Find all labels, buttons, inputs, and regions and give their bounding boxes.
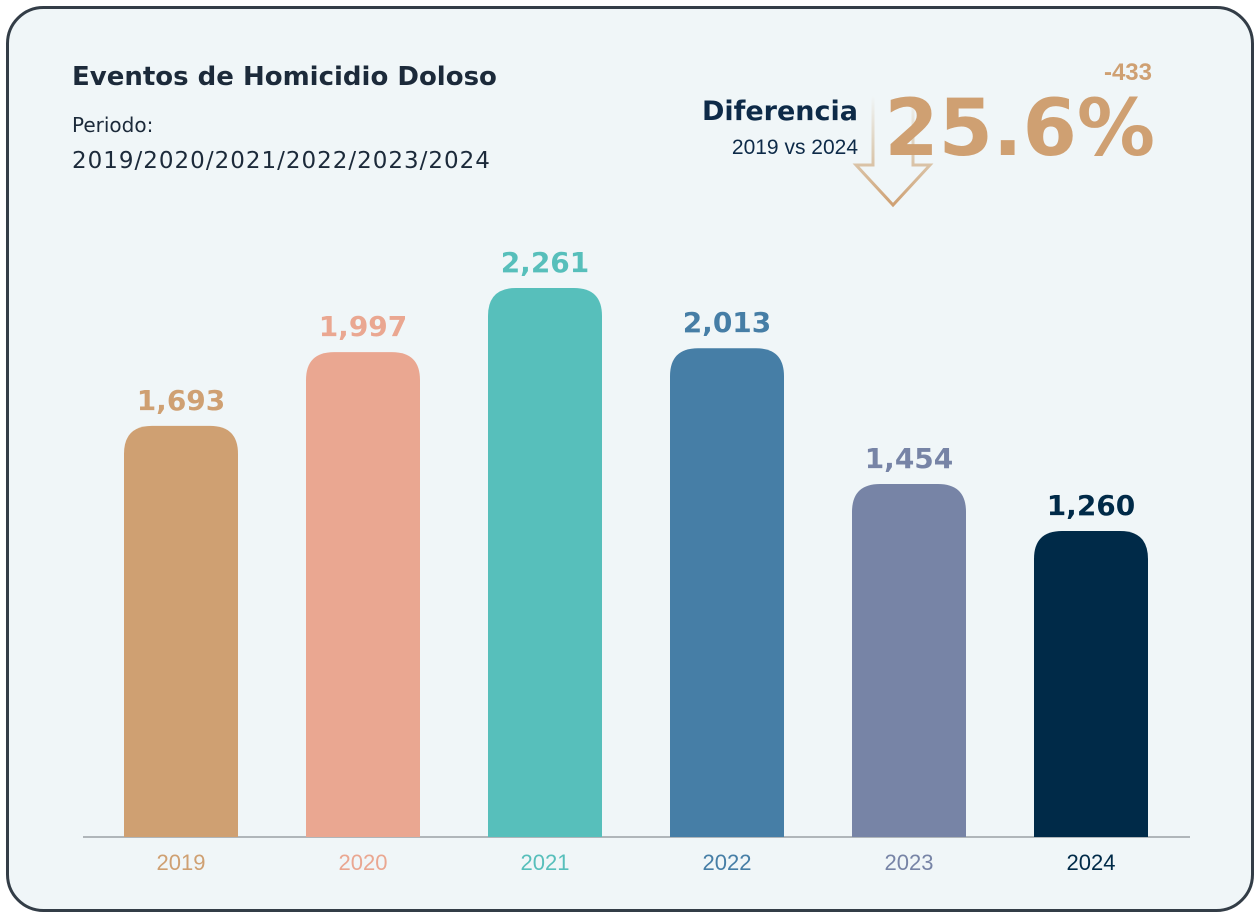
value-label: 1,454 xyxy=(865,442,954,475)
difference-label: Diferencia xyxy=(702,96,858,127)
x-tick-label: 2022 xyxy=(703,850,752,875)
comparison: 2019 vs 2024 xyxy=(732,136,858,159)
bar xyxy=(488,288,602,837)
change: -433 xyxy=(1104,59,1152,86)
change-percent: 25.6% xyxy=(884,84,1155,174)
value-label: 2,261 xyxy=(501,246,590,279)
x-tick-label: 2019 xyxy=(157,850,206,875)
value-label: 2,013 xyxy=(683,306,772,339)
value-label: 1,997 xyxy=(319,310,408,343)
bar xyxy=(124,425,238,837)
x-tick-label: 2023 xyxy=(885,850,934,875)
x-tick-label: 2020 xyxy=(339,850,388,875)
period: 2019/2020/2021/2022/2023/2024 xyxy=(72,148,491,174)
down-arrow xyxy=(852,96,934,208)
x-tick-label: 2024 xyxy=(1067,850,1116,875)
value-label: 1,693 xyxy=(137,384,226,417)
x-tick-label: 2021 xyxy=(521,850,570,875)
chart-title: Eventos de Homicidio Doloso xyxy=(72,62,497,92)
subtitle: Periodo: xyxy=(72,113,153,137)
bar xyxy=(1034,531,1148,837)
bar xyxy=(670,348,784,837)
bar xyxy=(852,483,966,837)
value-label: 1,260 xyxy=(1047,489,1136,522)
bar xyxy=(306,352,420,837)
